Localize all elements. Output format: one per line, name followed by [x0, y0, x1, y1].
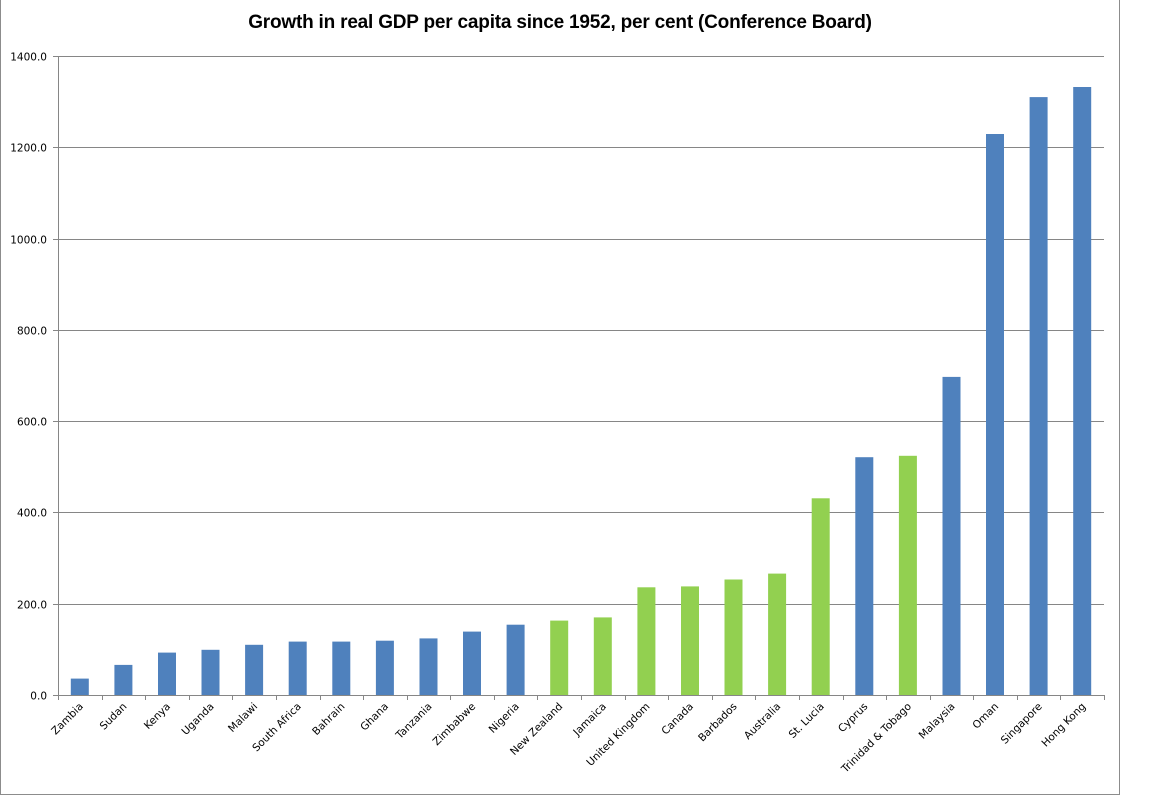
y-tick-label: 400.0 — [17, 508, 47, 520]
x-tick-label: Oman — [970, 701, 1001, 732]
axes — [53, 56, 1105, 700]
bar-new-zealand — [550, 620, 569, 695]
bar-zambia — [70, 678, 89, 695]
y-tick-label: 600.0 — [17, 417, 47, 429]
y-tick-label: 200.0 — [17, 600, 47, 612]
bar-sudan — [114, 664, 133, 695]
x-tick-label: Ghana — [358, 701, 391, 734]
bar-united-kingdom — [637, 587, 656, 695]
bar-malawi — [245, 644, 264, 695]
x-tick-label: Jamaica — [570, 701, 608, 739]
chart-title: Growth in real GDP per capita since 1952… — [248, 12, 872, 33]
x-tick-label: St. Lucia — [787, 701, 827, 741]
bar-bahrain — [332, 641, 351, 695]
x-tick-label: Sudan — [98, 701, 130, 733]
x-tick-label: Kenya — [142, 701, 173, 732]
bar-trinidad-tobago — [898, 455, 917, 695]
bar-oman — [986, 134, 1004, 695]
bar-singapore — [1029, 97, 1048, 696]
bar-hong-kong — [1073, 87, 1092, 695]
bar-south-africa — [288, 641, 307, 695]
bar-uganda — [201, 649, 220, 695]
y-tick-label: 800.0 — [17, 326, 47, 338]
x-tick-label: Australia — [742, 701, 783, 742]
bar-st-lucia — [811, 498, 830, 695]
y-tick-label: 0.0 — [30, 691, 47, 703]
bar-malaysia — [942, 376, 961, 695]
x-tick-label: Hong Kong — [1039, 701, 1088, 750]
bar-nigeria — [506, 624, 525, 695]
x-tick-label: Bahrain — [310, 701, 347, 738]
x-tick-label: Tanzania — [393, 701, 435, 743]
y-tick-label: 1200.0 — [10, 143, 47, 155]
bar-canada — [681, 586, 699, 695]
x-tick-label: Malawi — [226, 701, 260, 735]
bar-tanzania — [419, 638, 438, 695]
x-tick-label: Barbados — [696, 701, 740, 745]
bar-cyprus — [855, 457, 874, 695]
x-tick-label: Zambia — [49, 701, 86, 738]
bar-kenya — [158, 652, 176, 695]
gridlines — [58, 56, 1104, 605]
x-tick-label: Zimbabwe — [431, 701, 478, 748]
y-tick-label: 1400.0 — [10, 52, 47, 64]
bar-zimbabwe — [463, 631, 481, 695]
bar-australia — [768, 573, 787, 695]
x-tick-label: Cyprus — [836, 701, 870, 735]
x-tick-label: Canada — [659, 701, 696, 738]
x-tick-label: Nigeria — [487, 701, 522, 736]
bar-ghana — [375, 640, 394, 695]
y-tick-label: 1000.0 — [10, 235, 47, 247]
x-tick-label: Uganda — [180, 701, 217, 738]
bars — [70, 87, 1092, 696]
x-tick-label: Singapore — [999, 701, 1045, 747]
bar-jamaica — [593, 617, 612, 695]
y-tick-labels: 0.0 200.0 400.0 600.0 800.0 1000.0 1200.0 1400.… — [10, 52, 47, 703]
bar-barbados — [724, 579, 743, 695]
x-tick-label: Malaysia — [917, 701, 958, 742]
